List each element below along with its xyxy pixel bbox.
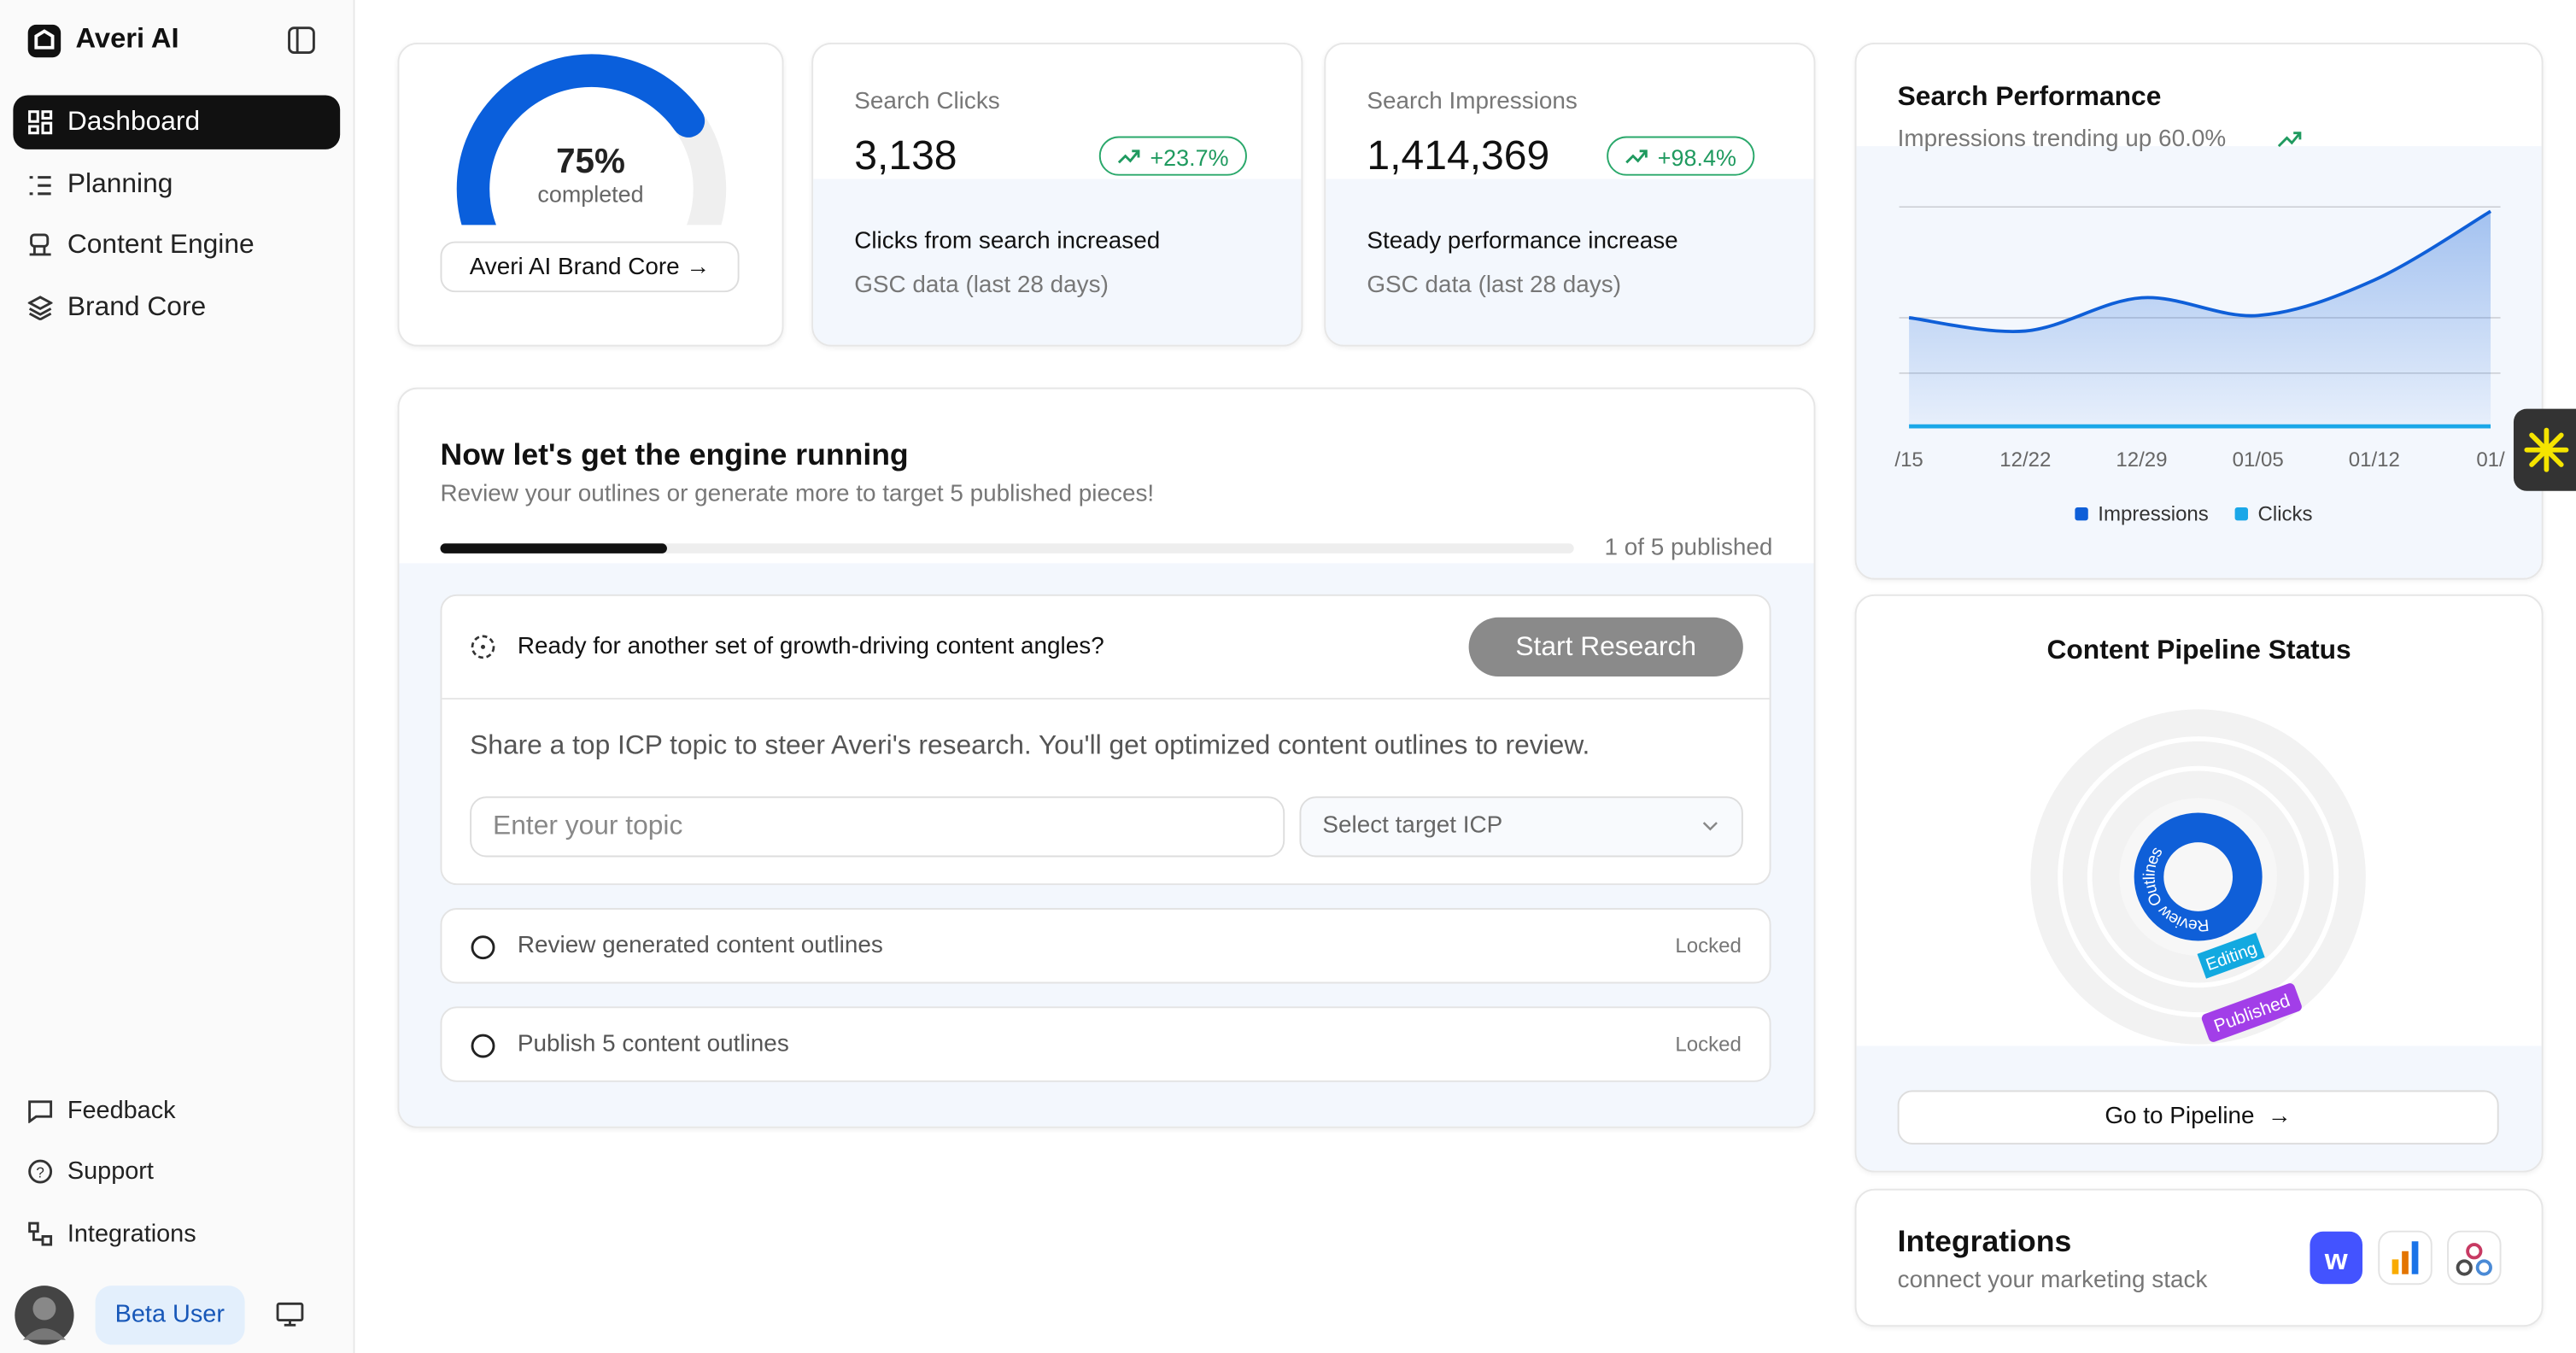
- change-label: +98.4%: [1657, 144, 1736, 171]
- step-row: Publish 5 content outlines Locked: [440, 1006, 1771, 1082]
- step-label: Review generated content outlines: [517, 932, 883, 959]
- metric-headline: Clicks from search increased: [854, 228, 1161, 255]
- button-label: Go to Pipeline: [2105, 1103, 2255, 1130]
- nav-label: Feedback: [67, 1097, 176, 1125]
- metric-label: Search Impressions: [1367, 88, 1578, 115]
- metric-headline: Steady performance increase: [1367, 228, 1678, 255]
- pipeline-title: Content Pipeline Status: [2046, 635, 2351, 665]
- pipeline-button[interactable]: Go to Pipeline →: [1897, 1090, 2499, 1145]
- x-tick-label: 12/29: [2116, 448, 2167, 472]
- engine-subtitle: Review your outlines or generate more to…: [440, 481, 1155, 507]
- step-row: Review generated content outlines Locked: [440, 908, 1771, 984]
- select-label: Select target ICP: [1322, 812, 1503, 840]
- metric-card: Search Impressions 1,414,369 +98.4% Stea…: [1324, 42, 1816, 347]
- nav-item[interactable]: Dashboard: [13, 95, 341, 149]
- nav-item[interactable]: Integrations: [13, 1207, 340, 1261]
- avatar[interactable]: [13, 1284, 75, 1346]
- topic-input[interactable]: Enter your topic: [470, 796, 1285, 858]
- legend-label: Clicks: [2258, 502, 2313, 525]
- x-tick-label: 01/05: [2233, 448, 2284, 472]
- button-label: Averi AI Brand Core: [469, 254, 680, 281]
- metric-note: GSC data (last 28 days): [854, 272, 1109, 299]
- change-badge: +98.4%: [1607, 136, 1755, 176]
- chart-title: Search Performance: [1897, 82, 2162, 112]
- pipeline-rings: Review Outlines Editing Published: [2030, 709, 2366, 1045]
- brand-core-button[interactable]: Averi AI Brand Core →: [440, 241, 740, 293]
- pipeline-card: Content Pipeline Status Review Outlines …: [1854, 594, 2544, 1173]
- brand-core-card: 75% completed Averi AI Brand Core →: [397, 42, 784, 347]
- gauge-caption: completed: [537, 180, 644, 208]
- integrations-title: Integrations: [1897, 1223, 2072, 1258]
- legend-swatch: [2234, 507, 2248, 521]
- x-tick-label: 01/: [2476, 448, 2505, 472]
- sidebar: Averi AI Dashboard Planning Content Engi…: [0, 0, 355, 1353]
- research-description: Share a top ICP topic to steer Averi's r…: [470, 730, 1590, 761]
- area: [1909, 211, 2491, 429]
- integrations-card: Integrations connect your marketing stac…: [1854, 1188, 2544, 1327]
- brand: Averi AI: [75, 22, 179, 55]
- metric-note: GSC data (last 28 days): [1367, 272, 1622, 299]
- integrations-subtitle: connect your marketing stack: [1897, 1268, 2208, 1294]
- legend-label: Impressions: [2098, 502, 2209, 525]
- research-prompt: Ready for another set of growth-driving …: [517, 634, 1104, 660]
- metric-label: Search Clicks: [854, 88, 1000, 115]
- nav-label: Dashboard: [67, 106, 201, 137]
- research-panel: Ready for another set of growth-driving …: [440, 594, 1771, 886]
- svg-text:?: ?: [36, 1163, 44, 1180]
- collapse-button[interactable]: [288, 26, 316, 55]
- performance-card: Search Performance Impressions trending …: [1854, 42, 2544, 580]
- engine-title: Now let's get the engine running: [440, 436, 909, 472]
- x-tick-label: /15: [1894, 448, 1923, 472]
- change-label: +23.7%: [1150, 144, 1229, 171]
- x-tick-label: 01/12: [2349, 448, 2400, 472]
- nav-item[interactable]: Brand Core: [13, 281, 340, 335]
- series-line: [1908, 209, 2492, 334]
- start-research-button[interactable]: Start Research: [1468, 617, 1743, 676]
- nav-item[interactable]: Feedback: [13, 1084, 340, 1138]
- engine-card: Now let's get the engine running Review …: [397, 387, 1816, 1128]
- user-badge[interactable]: Beta User: [95, 1286, 245, 1345]
- metric-value: 3,138: [854, 132, 957, 179]
- change-badge: +23.7%: [1098, 136, 1247, 176]
- nav-label: Content Engine: [67, 230, 255, 260]
- logo: [27, 24, 61, 58]
- step-status: Locked: [1675, 934, 1742, 958]
- nav-label: Brand Core: [67, 292, 207, 322]
- chart-subtitle: Impressions trending up 60.0%: [1897, 126, 2227, 153]
- nav-item[interactable]: Content Engine: [13, 219, 340, 272]
- integration-icons[interactable]: w: [2309, 1230, 2506, 1286]
- nav-label: Support: [67, 1157, 154, 1186]
- gauge: [456, 54, 727, 226]
- nav-item[interactable]: Planning: [13, 158, 340, 212]
- progress-fill: [440, 543, 667, 554]
- progress-label: 1 of 5 published: [1604, 535, 1773, 562]
- nav-item[interactable]: ? Support: [13, 1145, 340, 1198]
- svg-text:w: w: [2324, 1244, 2348, 1276]
- x-tick-label: 12/22: [1999, 448, 2051, 472]
- gauge-value: 75%: [556, 143, 625, 181]
- legend-swatch: [2075, 507, 2088, 521]
- display-icon[interactable]: [276, 1302, 304, 1327]
- line-chart: /15 12/22 12/29 01/05 01/12 01/Impressions Cli…: [1894, 206, 2505, 525]
- step-label: Publish 5 content outlines: [517, 1031, 789, 1057]
- step-status: Locked: [1675, 1033, 1742, 1057]
- progress-track: [440, 543, 1574, 554]
- metric-card: Search Clicks 3,138 +23.7% Clicks from s…: [811, 42, 1303, 347]
- gauge-fill: [456, 54, 705, 226]
- nav-label: Integrations: [67, 1220, 196, 1248]
- icp-select[interactable]: Select target ICP: [1299, 796, 1743, 858]
- metric-value: 1,414,369: [1367, 132, 1550, 179]
- assistant-widget[interactable]: [2513, 408, 2576, 491]
- nav-label: Planning: [67, 168, 173, 199]
